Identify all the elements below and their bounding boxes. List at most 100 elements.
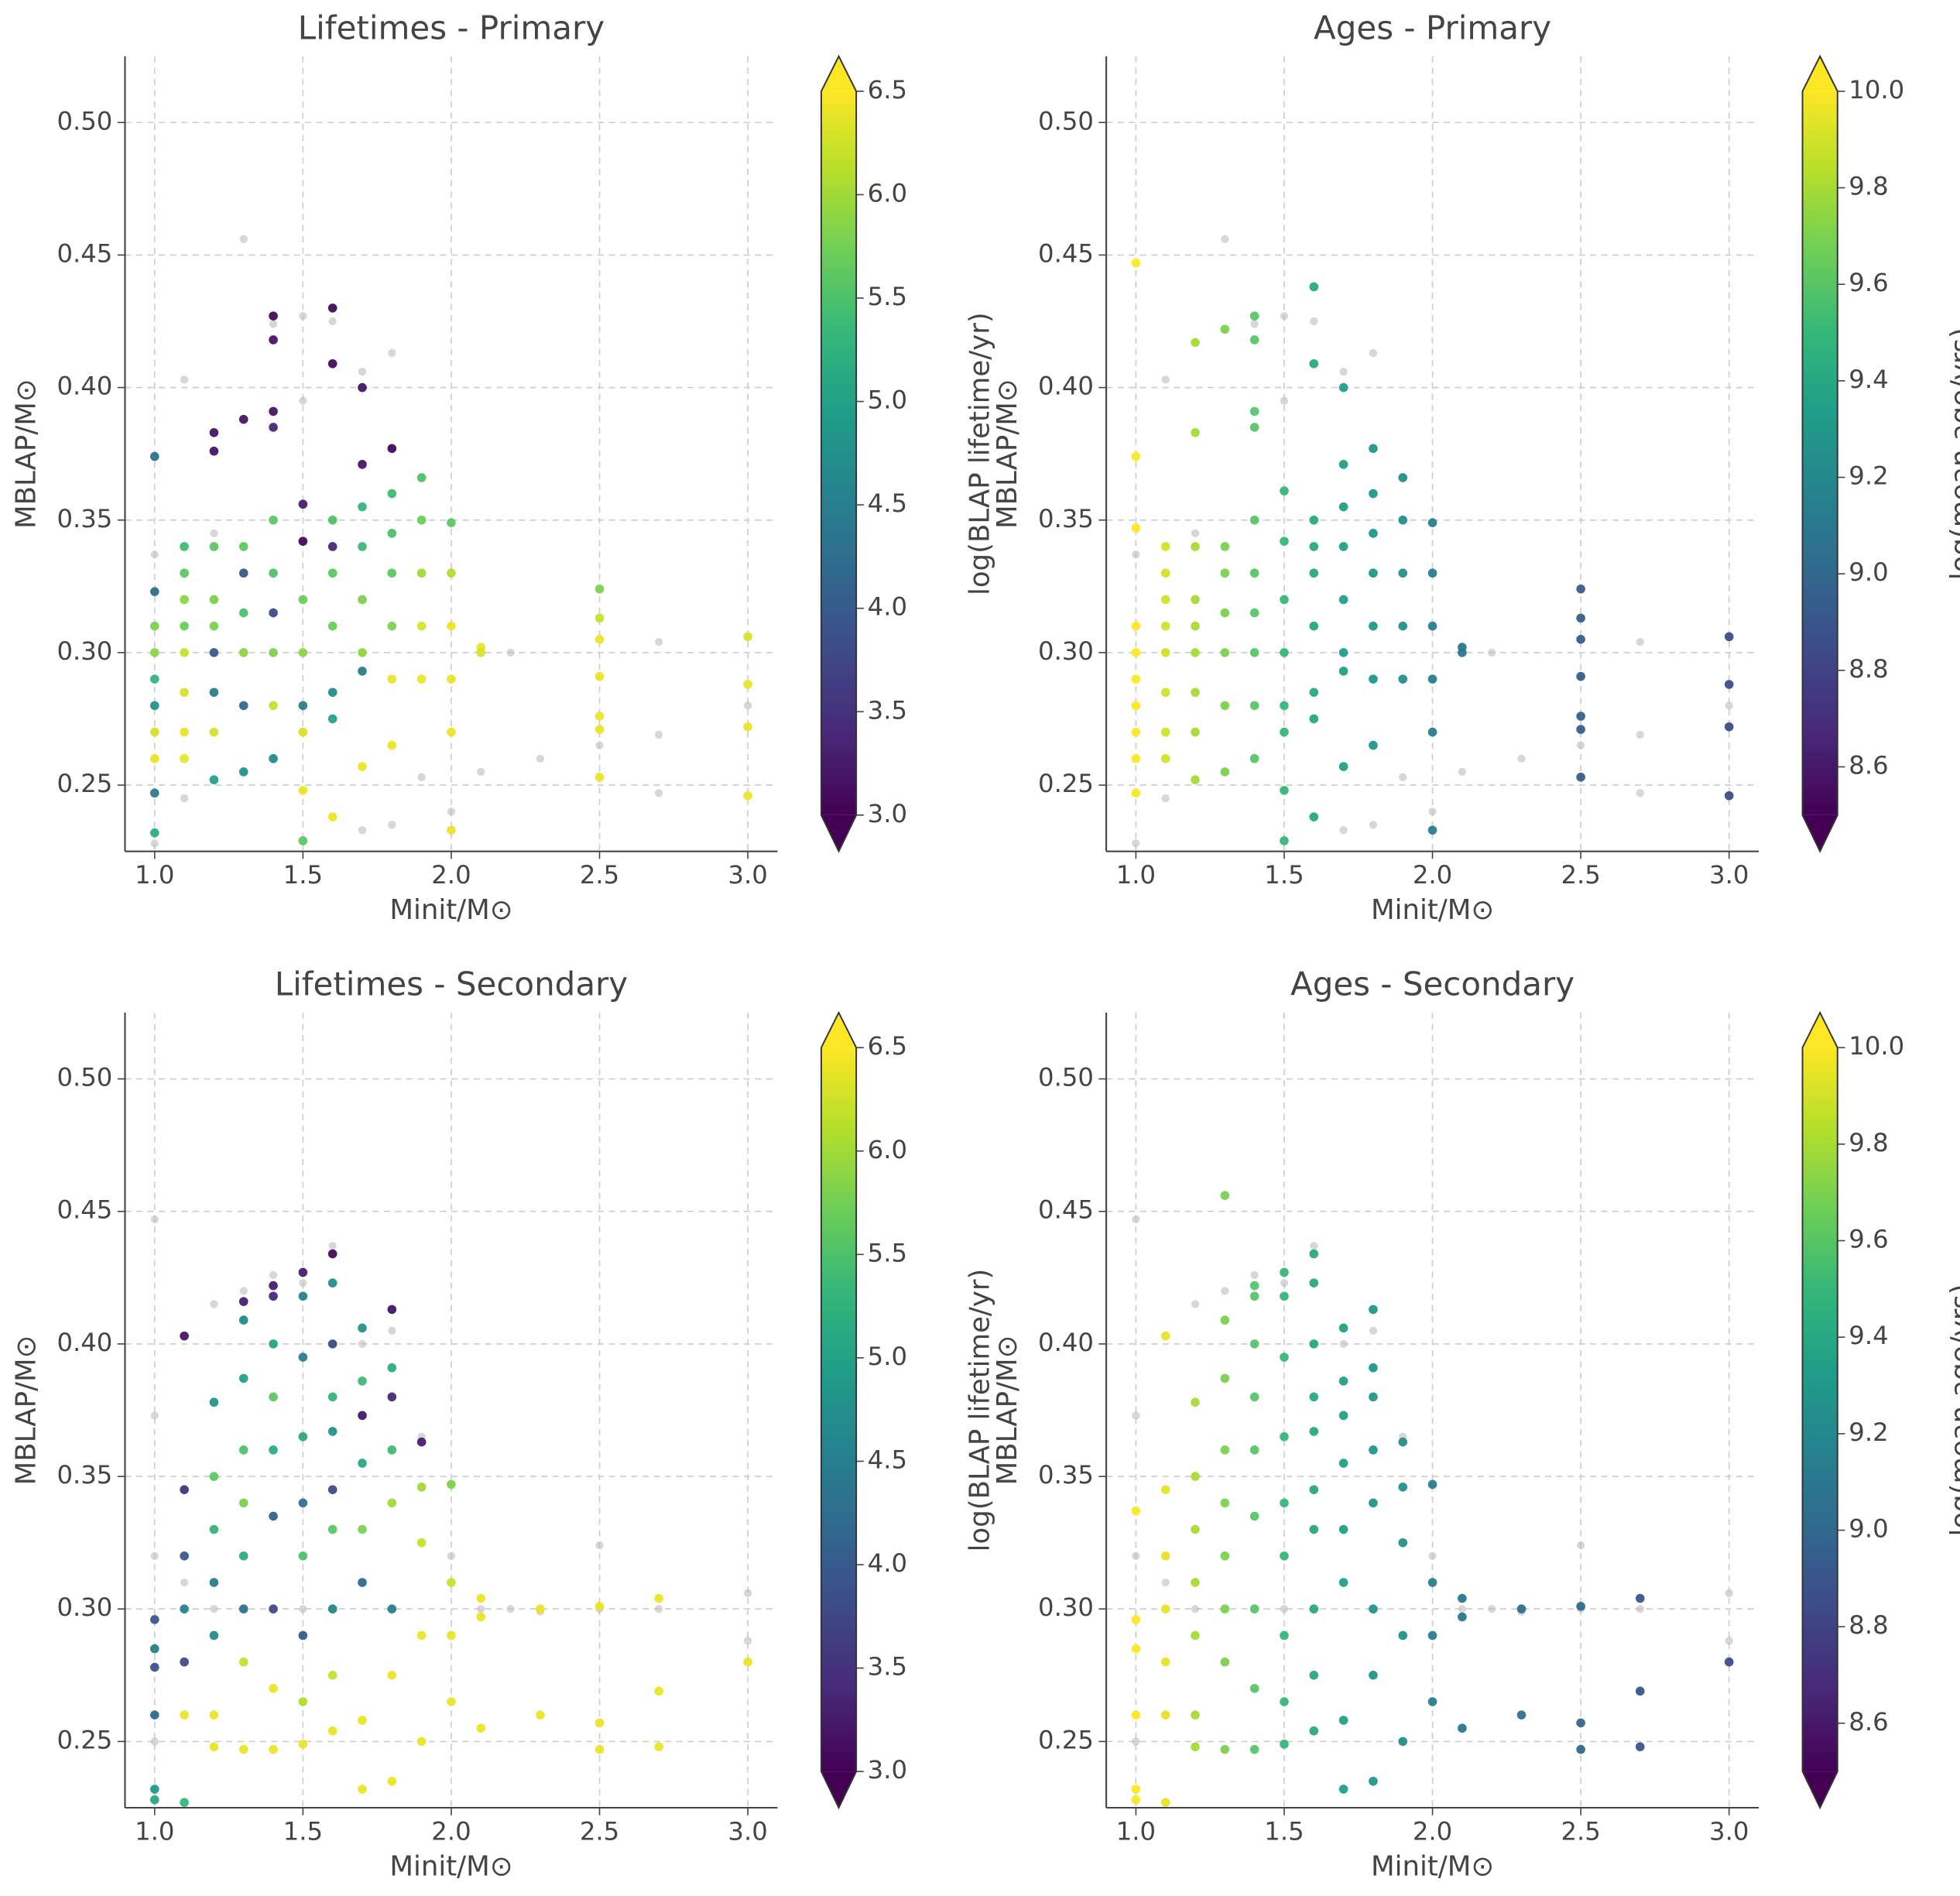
point bbox=[1160, 542, 1170, 551]
point bbox=[1280, 701, 1289, 711]
point bbox=[358, 762, 367, 771]
point bbox=[1160, 1485, 1170, 1495]
point bbox=[1369, 444, 1378, 454]
point bbox=[1220, 568, 1230, 578]
background-point bbox=[1132, 1551, 1140, 1560]
point bbox=[1427, 1630, 1437, 1641]
point bbox=[1249, 1511, 1259, 1521]
point bbox=[1516, 1604, 1527, 1614]
point bbox=[149, 1785, 159, 1794]
point bbox=[238, 414, 248, 424]
point bbox=[1160, 568, 1170, 578]
point bbox=[1249, 608, 1259, 618]
point bbox=[298, 727, 308, 737]
colorbar-tick-label: 5.5 bbox=[868, 282, 907, 311]
point bbox=[743, 1657, 752, 1667]
point bbox=[180, 1331, 189, 1341]
point bbox=[238, 1315, 248, 1325]
colorbar-tick-label: 9.2 bbox=[1849, 1418, 1888, 1447]
point bbox=[180, 621, 189, 631]
point bbox=[536, 1710, 545, 1719]
background-point bbox=[1191, 1605, 1200, 1613]
point bbox=[1338, 502, 1348, 512]
point bbox=[1427, 1578, 1437, 1587]
point bbox=[1576, 1744, 1585, 1754]
point bbox=[1338, 1377, 1348, 1386]
point bbox=[447, 518, 456, 527]
point bbox=[416, 1737, 427, 1747]
subplot: Lifetimes - Primary 1.0 1.5 2.0 2.5 3.0 0.25 0.… bbox=[11, 9, 996, 926]
point bbox=[149, 1644, 159, 1654]
point bbox=[1249, 1684, 1259, 1693]
point bbox=[1280, 1697, 1289, 1706]
point bbox=[1369, 1671, 1378, 1680]
points bbox=[149, 235, 752, 848]
point bbox=[238, 1604, 248, 1614]
point bbox=[1724, 1657, 1734, 1667]
point bbox=[1338, 1716, 1348, 1725]
background-point bbox=[150, 839, 159, 848]
point bbox=[1338, 542, 1348, 551]
point bbox=[1249, 515, 1259, 525]
point bbox=[1280, 486, 1289, 495]
background-point bbox=[1280, 311, 1289, 321]
background-point bbox=[1636, 1605, 1644, 1613]
point bbox=[595, 671, 605, 681]
point bbox=[298, 836, 308, 845]
point bbox=[1191, 338, 1200, 348]
colorbar-extend bbox=[1802, 1012, 1838, 1048]
point bbox=[447, 727, 456, 737]
y-tick-label: 0.25 bbox=[1038, 769, 1094, 798]
background-point bbox=[1458, 1605, 1467, 1613]
points bbox=[1131, 1191, 1734, 1807]
point bbox=[238, 568, 248, 578]
point bbox=[298, 1431, 308, 1442]
point bbox=[149, 1662, 159, 1672]
point bbox=[209, 775, 219, 785]
point bbox=[1160, 754, 1170, 763]
colorbar-tick-label: 4.0 bbox=[868, 1548, 907, 1578]
y-tick-label: 0.40 bbox=[1038, 1328, 1094, 1357]
point bbox=[1309, 1339, 1319, 1349]
point bbox=[1309, 1485, 1319, 1495]
background-point bbox=[1636, 789, 1644, 797]
point bbox=[1338, 667, 1348, 676]
point bbox=[595, 634, 605, 644]
point bbox=[327, 1726, 338, 1736]
point bbox=[1309, 542, 1319, 551]
colorbar-tick-label: 9.6 bbox=[1849, 268, 1888, 297]
background-point bbox=[180, 375, 189, 384]
colorbar-tick-label: 10.0 bbox=[1849, 75, 1904, 105]
point bbox=[298, 786, 308, 795]
point bbox=[1191, 542, 1200, 551]
background-point bbox=[150, 550, 159, 559]
point bbox=[358, 648, 367, 657]
point bbox=[1398, 1482, 1408, 1492]
point bbox=[209, 542, 219, 551]
point bbox=[1724, 632, 1734, 642]
point bbox=[209, 1578, 219, 1587]
point bbox=[1249, 1281, 1259, 1291]
colorbar-tick-label: 3.5 bbox=[868, 695, 907, 725]
point bbox=[358, 595, 367, 605]
point bbox=[416, 1482, 427, 1492]
point bbox=[1280, 1353, 1289, 1362]
point bbox=[180, 687, 189, 698]
point bbox=[1160, 1551, 1170, 1561]
point bbox=[209, 1397, 219, 1407]
point bbox=[358, 460, 367, 469]
background-point bbox=[1399, 773, 1407, 781]
background-point bbox=[1132, 1411, 1140, 1420]
point bbox=[358, 1323, 367, 1333]
point bbox=[1369, 1305, 1378, 1315]
point bbox=[1398, 515, 1408, 525]
points bbox=[1131, 235, 1734, 848]
background-point bbox=[180, 1578, 189, 1587]
background-point bbox=[1725, 1589, 1733, 1597]
point bbox=[1249, 311, 1259, 321]
point bbox=[1280, 595, 1289, 605]
background-point bbox=[210, 1605, 218, 1613]
point bbox=[387, 1305, 397, 1315]
point bbox=[269, 311, 278, 321]
point bbox=[1338, 1785, 1348, 1794]
